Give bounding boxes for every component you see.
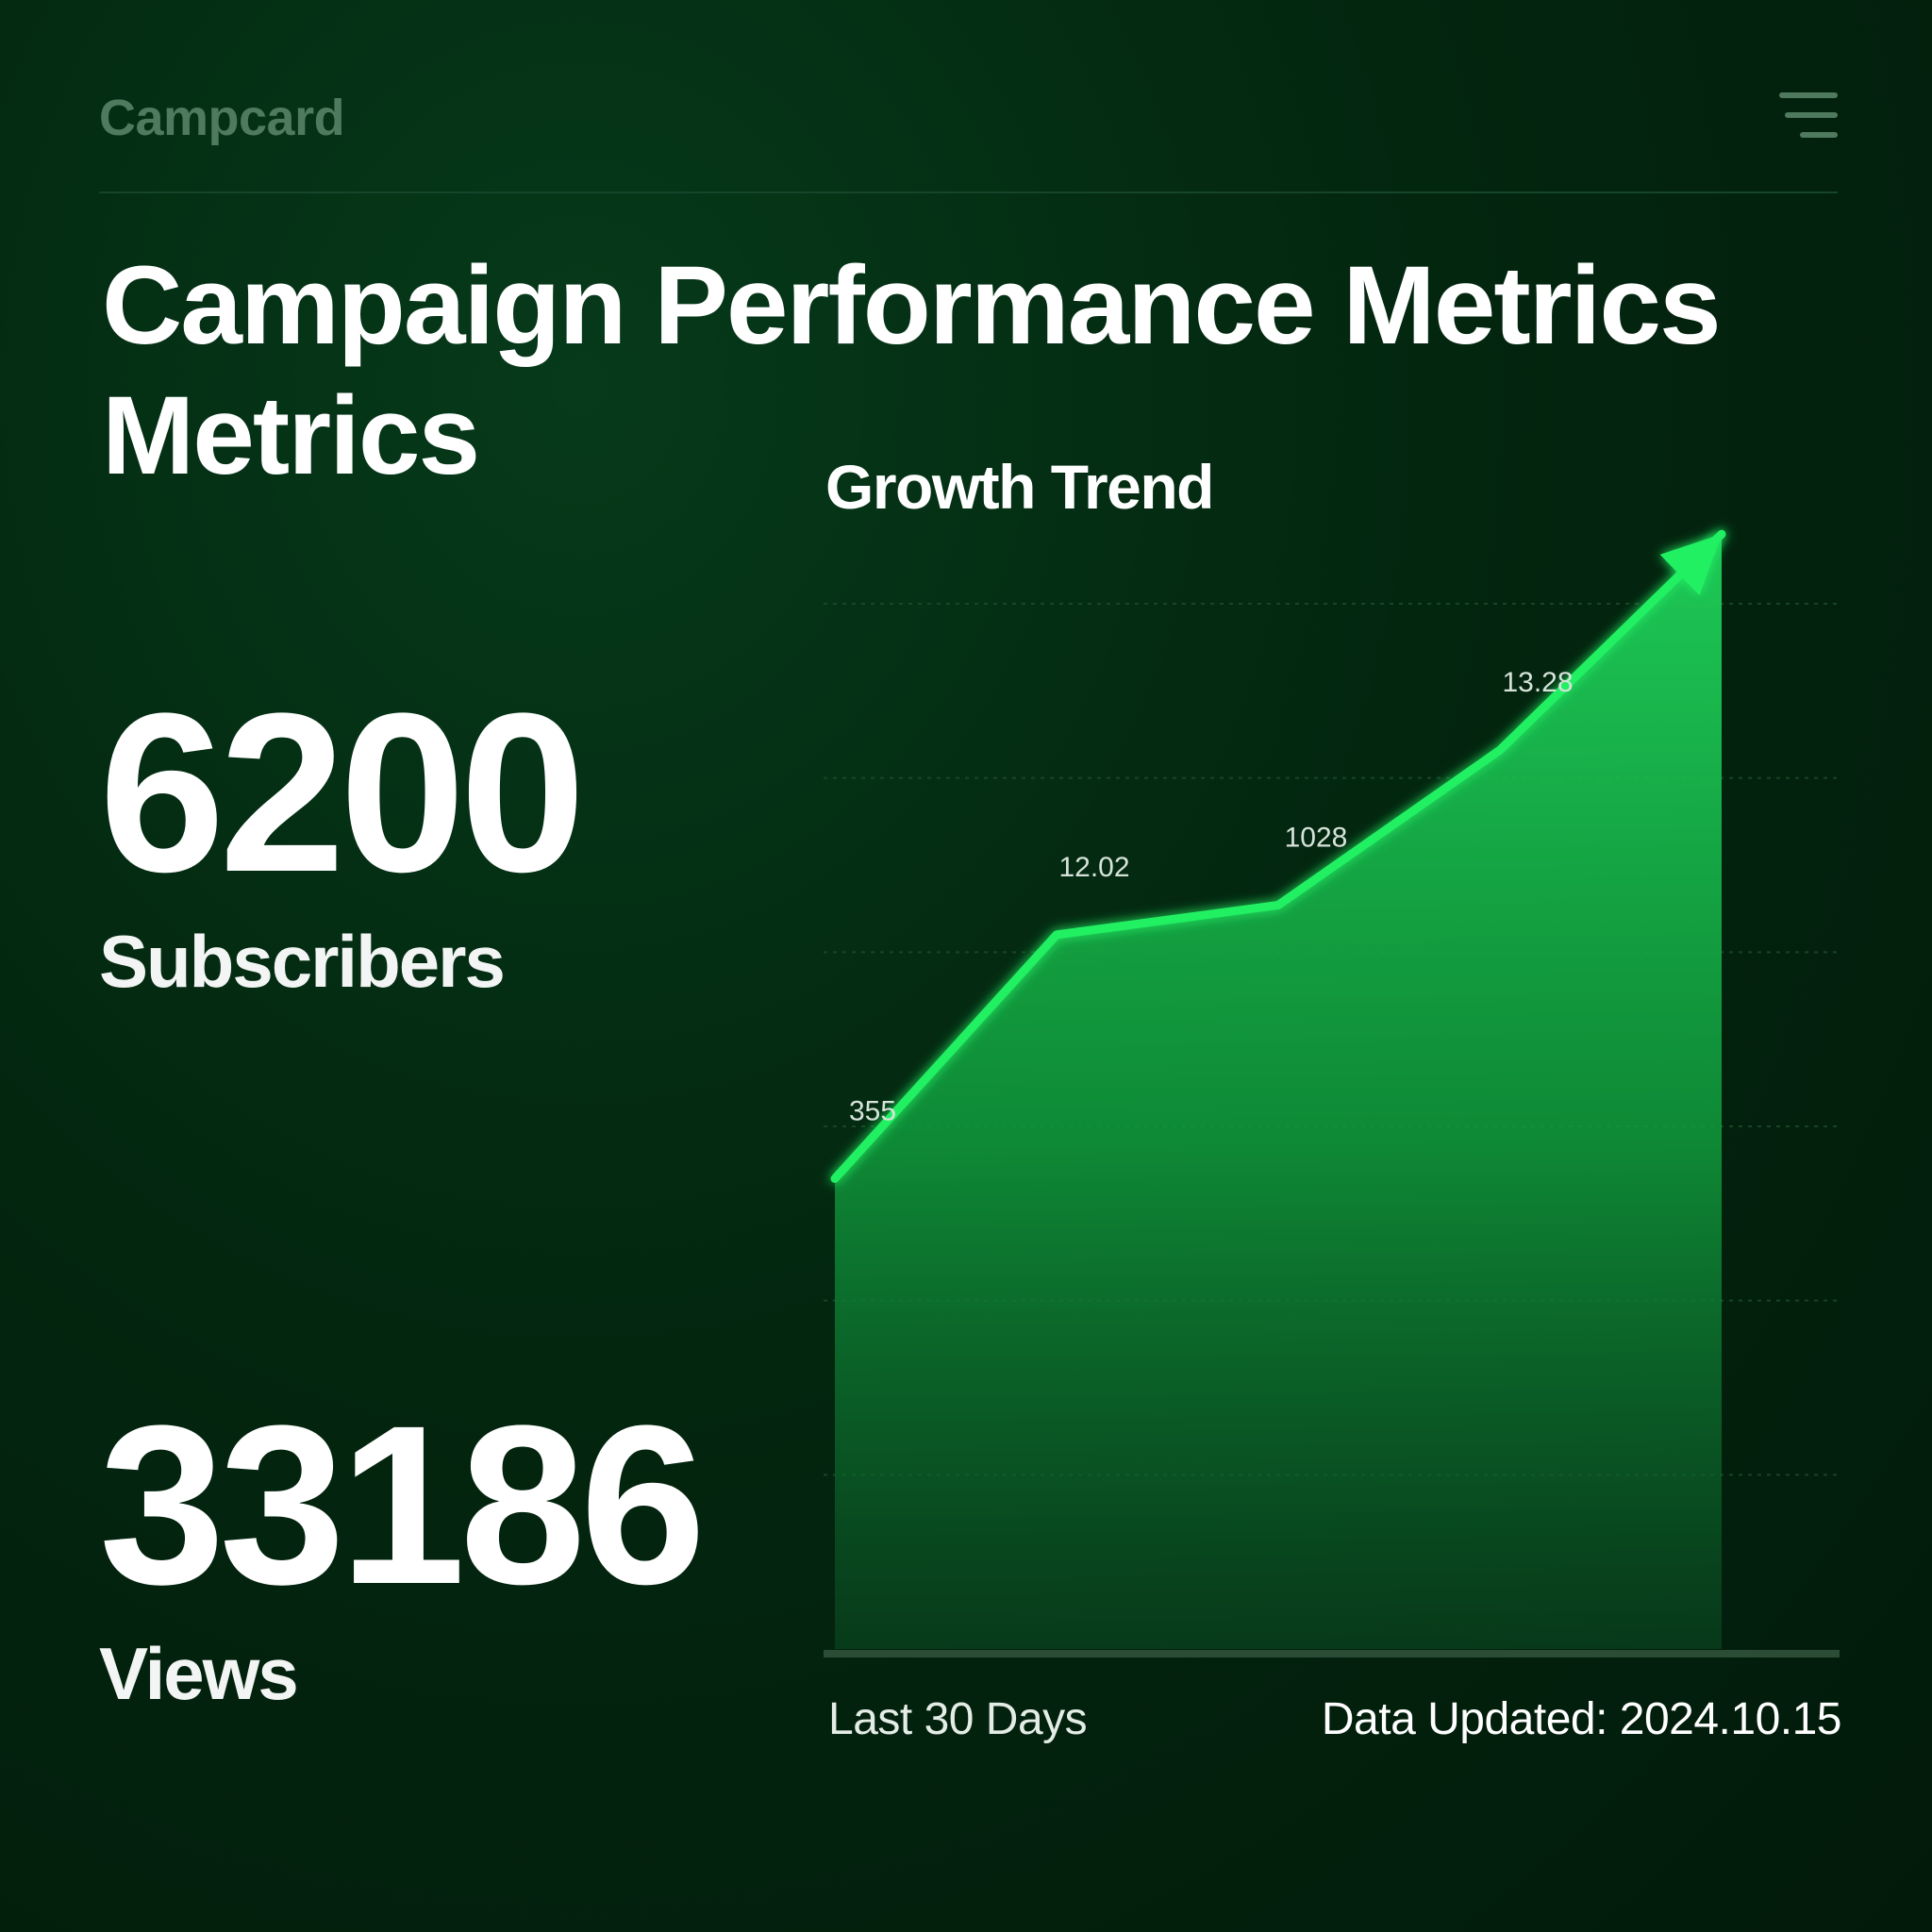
period-label: Last 30 Days: [828, 1694, 1088, 1744]
header-divider: [99, 192, 1838, 193]
views-value: 33186: [99, 1378, 706, 1631]
top-header: Campcard: [99, 83, 1838, 158]
menu-line-3: [1800, 132, 1838, 138]
menu-line-1: [1779, 92, 1838, 98]
chart-label-layer: 355 12.02 1028 13.28: [849, 667, 1574, 1126]
menu-line-2: [1785, 112, 1838, 118]
chart-data-label: 13.28: [1502, 667, 1573, 698]
subscribers-metric: 6200 Subscribers: [99, 666, 586, 1005]
data-updated-label: Data Updated: 2024.10.15: [1321, 1694, 1842, 1744]
views-metric: 33186 Views: [99, 1378, 706, 1717]
chart-area: [835, 534, 1722, 1650]
chart-grid: [824, 603, 1840, 1657]
views-label: Views: [99, 1632, 299, 1715]
subscribers-value: 6200: [99, 666, 586, 919]
chart-data-label: 12.02: [1058, 852, 1129, 883]
chart-data-label: 355: [849, 1095, 896, 1126]
page-title-line-1: Campaign Performance Metrics: [102, 243, 1722, 368]
chart-line-layer: [830, 529, 1726, 1183]
chart-data-label: 1028: [1285, 822, 1348, 853]
subscribers-label: Subscribers: [99, 920, 506, 1003]
hamburger-menu-icon[interactable]: [1779, 92, 1838, 140]
app-logo[interactable]: Campcard: [99, 90, 345, 146]
page-title-line-2: Metrics: [102, 374, 480, 498]
chart-title: Growth Trend: [825, 452, 1215, 522]
page-title: Campaign Performance Metrics Metrics: [102, 241, 1857, 501]
chart-area-layer: [835, 534, 1722, 1650]
trend-arrow-head-icon: [1659, 534, 1722, 595]
chart-series-line: [830, 529, 1726, 1183]
